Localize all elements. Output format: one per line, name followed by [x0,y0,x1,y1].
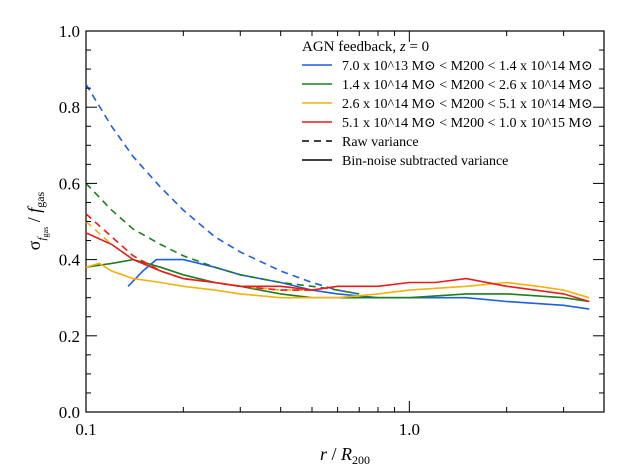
tick-layer: 0.0 0.2 0.4 0.6 0.8 1.0 0.1 1.0 [59,22,605,439]
series-2-solid-line [85,258,590,303]
x-tick-label: 0.1 [75,420,96,439]
legend-label-1: 7.0 x 10^13 M⊙ < M200 < 1.4 x 10^14 M⊙ [342,59,593,74]
y-tick-label: 0.0 [59,403,80,422]
legend-label-4: 5.1 x 10^14 M⊙ < M200 < 1.0 x 10^15 M⊙ [342,116,593,131]
legend-label-3: 2.6 x 10^14 M⊙ < M200 < 5.1 x 10^14 M⊙ [342,97,593,112]
y-axis-title: σfgas / fgas [24,191,50,250]
y-tick-label: 0.4 [59,251,81,270]
legend-entries: 7.0 x 10^13 M⊙ < M200 < 1.4 x 10^14 M⊙ 1.… [302,59,593,169]
legend-style-label-dashed: Raw variance [342,135,419,150]
y-tick-label: 0.6 [59,174,80,193]
y-tick-label: 0.8 [59,98,80,117]
series-2-dashed-line [85,182,360,295]
legend-label-2: 1.4 x 10^14 M⊙ < M200 < 2.6 x 10^14 M⊙ [342,78,593,93]
y-tick-label: 0.2 [59,327,80,346]
series-4-solid-line [85,232,590,303]
legend: AGN feedback, z = 0 7.0 x 10^13 M⊙ < M20… [302,39,593,169]
x-axis-title: r / R200 [320,444,370,467]
x-tick-label: 1.0 [399,420,420,439]
legend-style-label-solid: Bin-noise subtracted variance [342,154,508,169]
y-tick-label: 1.0 [59,22,80,41]
series-1-dashed-line [85,83,360,295]
legend-title: AGN feedback, z = 0 [302,39,429,55]
series-layer [85,83,590,310]
series-3-solid-line [85,262,590,299]
